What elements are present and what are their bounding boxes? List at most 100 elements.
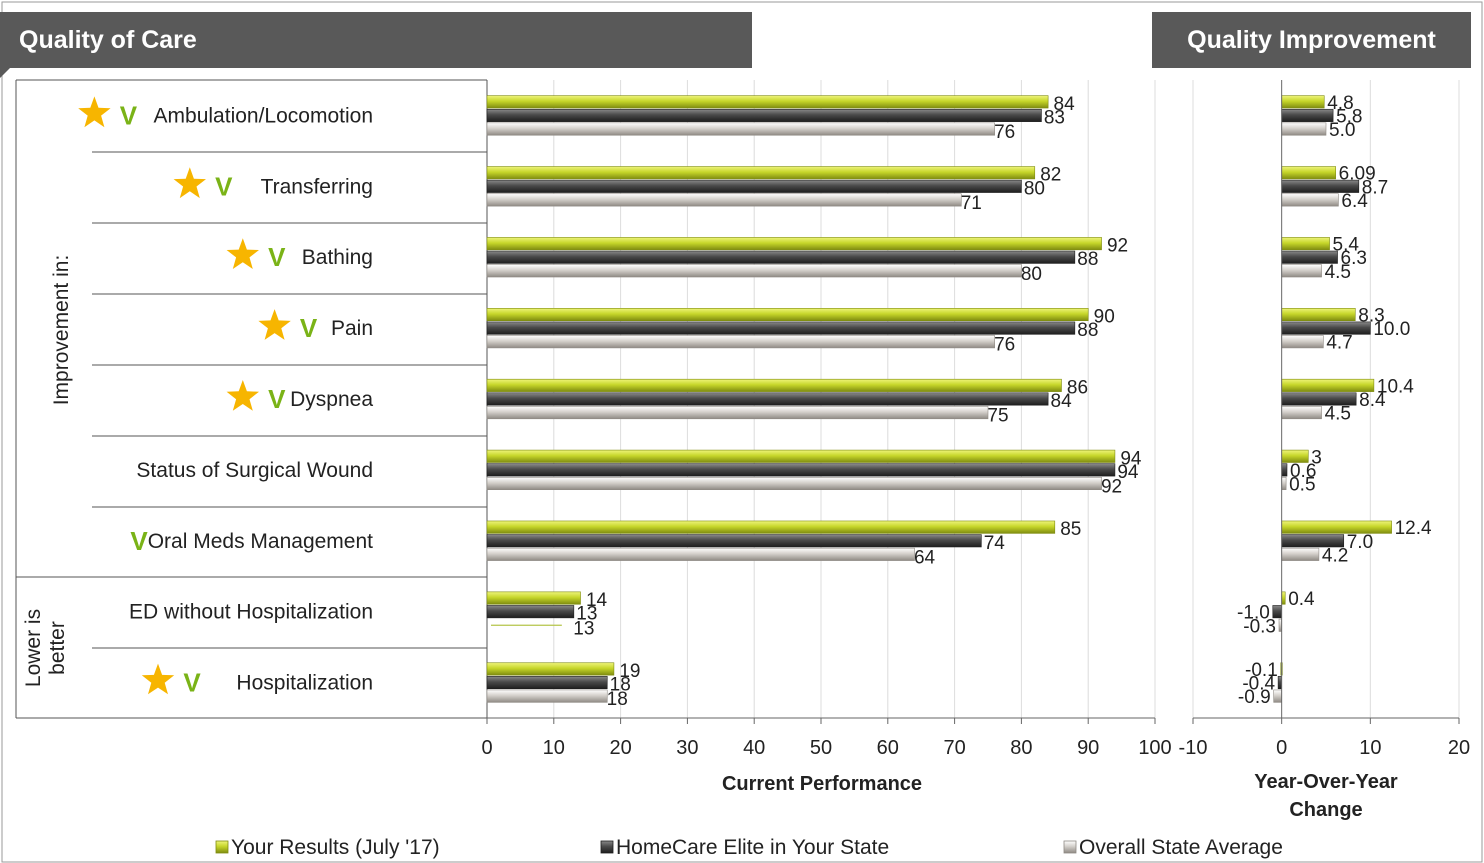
group-label-lower-line1: Lower is [22, 609, 45, 687]
tick-label-left-70: 70 [943, 737, 965, 759]
star-icon [78, 96, 111, 128]
data-label-change-ed-without-hospitalization-s2: -0.3 [1243, 616, 1276, 637]
legend-label-your-results: Your Results (July '17) [231, 836, 440, 859]
category-label-ed-without-hospitalization: ED without Hospitalization [129, 601, 373, 624]
data-label-change-ambulation-locomotion-s1: 5.8 [1336, 106, 1362, 127]
bar-change-transferring-s0 [1281, 166, 1336, 180]
bar-change-ambulation-locomotion-s2 [1281, 122, 1327, 136]
bar-change-status-of-surgical-wound-s2 [1281, 476, 1287, 490]
quality-improvement-header: Quality Improvement [1152, 12, 1471, 68]
legend-label-state-avg: Overall State Average [1079, 836, 1283, 859]
data-label-current-oral-meds-management-s1: 74 [984, 533, 1006, 554]
data-label-current-transferring-s1: 80 [1024, 178, 1045, 199]
data-label-change-bathing-s0: 5.4 [1333, 235, 1360, 256]
bar-current-ambulation-locomotion-s2 [486, 122, 995, 136]
data-label-current-ambulation-locomotion-s0: 84 [1054, 94, 1076, 115]
bar-current-transferring-s1 [486, 179, 1022, 193]
data-label-change-ed-without-hospitalization-s1: -1.0 [1237, 603, 1270, 624]
data-label-change-bathing-s2: 4.5 [1325, 262, 1351, 283]
bar-change-bathing-s2 [1281, 264, 1322, 278]
check-icon: V [300, 313, 318, 343]
data-label-current-dyspnea-s1: 84 [1051, 391, 1073, 412]
data-label-current-status-of-surgical-wound-s1: 94 [1117, 462, 1139, 483]
data-label-change-ambulation-locomotion-s0: 4.8 [1327, 93, 1353, 114]
bar-current-ambulation-locomotion-s1 [486, 108, 1042, 122]
bar-change-ed-without-hospitalization-s0 [1281, 591, 1286, 605]
bar-current-bathing-s1 [486, 250, 1076, 264]
data-label-current-bathing-s2: 80 [1021, 264, 1042, 285]
star-icon [258, 309, 291, 340]
data-label-current-dyspnea-s2: 75 [987, 406, 1008, 427]
data-label-current-pain-s1: 88 [1077, 320, 1098, 341]
bar-change-oral-meds-management-s0 [1281, 520, 1392, 534]
group-label-improvement: Improvement in: [50, 255, 73, 406]
data-label-current-status-of-surgical-wound-s0: 94 [1120, 448, 1142, 469]
check-icon: V [130, 526, 148, 556]
data-label-change-transferring-s2: 6.4 [1341, 191, 1368, 212]
x-axis-title-year-over-year-line2: Change [1289, 799, 1362, 821]
data-label-current-pain-s2: 76 [994, 335, 1015, 356]
tick-label-right-neg10: -10 [1179, 737, 1208, 759]
bar-change-ambulation-locomotion-s0 [1281, 95, 1325, 109]
bar-current-bathing-s0 [486, 237, 1102, 251]
tick-label-left-40: 40 [743, 737, 765, 759]
data-labels: 84 4.8 83 5.8 76 5.0 82 6.09 80 8.7 71 6.4 92 5.4 88 6.… [573, 93, 1432, 710]
category-label-oral-meds-management: Oral Meds Management [148, 530, 373, 553]
check-icon: V [215, 171, 233, 201]
data-label-change-status-of-surgical-wound-s2: 0.5 [1289, 474, 1315, 495]
check-icon: V [268, 242, 286, 272]
data-label-current-ed-without-hospitalization-s0: 14 [586, 590, 608, 611]
gridlines-year-over-year [1192, 80, 1460, 718]
bar-current-pain-s1 [486, 321, 1076, 335]
bar-current-ed-without-hospitalization-s0 [486, 591, 581, 605]
category-label-hospitalization: Hospitalization [236, 672, 373, 695]
category-label-status-of-surgical-wound: Status of Surgical Wound [136, 459, 373, 482]
row-icons: V V V V V V V [78, 96, 318, 698]
check-icon: V [268, 384, 286, 414]
data-label-change-bathing-s1: 6.3 [1341, 248, 1367, 269]
tick-label-left-60: 60 [877, 737, 899, 759]
category-labels: Ambulation/Locomotion Transferring Bathing… [129, 104, 373, 694]
tick-label-left-50: 50 [810, 737, 832, 759]
bar-change-pain-s2 [1281, 335, 1324, 349]
data-label-change-pain-s0: 8.3 [1358, 306, 1384, 327]
legend: Your Results (July '17) HomeCare Elite i… [215, 836, 1283, 859]
group-label-lower-line2: better [46, 621, 69, 675]
data-label-current-oral-meds-management-s0: 85 [1060, 519, 1081, 540]
data-label-current-bathing-s1: 88 [1077, 249, 1098, 270]
data-label-change-status-of-surgical-wound-s1: 0.6 [1290, 461, 1316, 482]
bar-current-oral-meds-management-s1 [486, 534, 982, 548]
data-label-change-oral-meds-management-s1: 7.0 [1347, 532, 1373, 553]
bar-current-hospitalization-s1 [486, 676, 608, 690]
tick-label-left-0: 0 [481, 737, 492, 759]
data-label-change-ed-without-hospitalization-s0: 0.4 [1288, 589, 1315, 610]
bar-current-status-of-surgical-wound-s2 [486, 476, 1102, 490]
tick-label-right-0: 0 [1276, 737, 1287, 759]
data-label-change-transferring-s1: 8.7 [1362, 177, 1388, 198]
bar-change-oral-meds-management-s2 [1281, 547, 1320, 561]
tick-label-left-10: 10 [543, 737, 565, 759]
bar-current-dyspnea-s2 [486, 406, 989, 420]
data-label-change-oral-meds-management-s2: 4.2 [1322, 545, 1348, 566]
star-icon [226, 380, 259, 411]
check-icon: V [120, 100, 138, 130]
bar-current-hospitalization-s0 [486, 662, 615, 676]
data-label-current-ed-without-hospitalization-s2: 13 [573, 618, 594, 639]
data-label-current-hospitalization-s2: 18 [607, 689, 628, 710]
quality-of-care-header: Quality of Care [0, 12, 752, 68]
bar-change-dyspnea-s2 [1281, 406, 1322, 420]
category-table [15, 79, 488, 719]
tick-label-left-100: 100 [1138, 737, 1171, 759]
tick-label-left-80: 80 [1010, 737, 1032, 759]
data-label-change-ambulation-locomotion-s2: 5.0 [1329, 120, 1355, 141]
data-label-change-dyspnea-s0: 10.4 [1377, 376, 1414, 397]
bar-current-hospitalization-s2 [486, 689, 608, 703]
data-label-current-hospitalization-s1: 18 [610, 675, 631, 696]
category-label-bathing: Bathing [302, 246, 373, 269]
bar-current-dyspnea-s1 [486, 392, 1049, 406]
data-label-current-ambulation-locomotion-s2: 76 [994, 122, 1015, 143]
bar-current-oral-meds-management-s2 [486, 547, 915, 561]
bar-current-transferring-s2 [486, 193, 962, 207]
